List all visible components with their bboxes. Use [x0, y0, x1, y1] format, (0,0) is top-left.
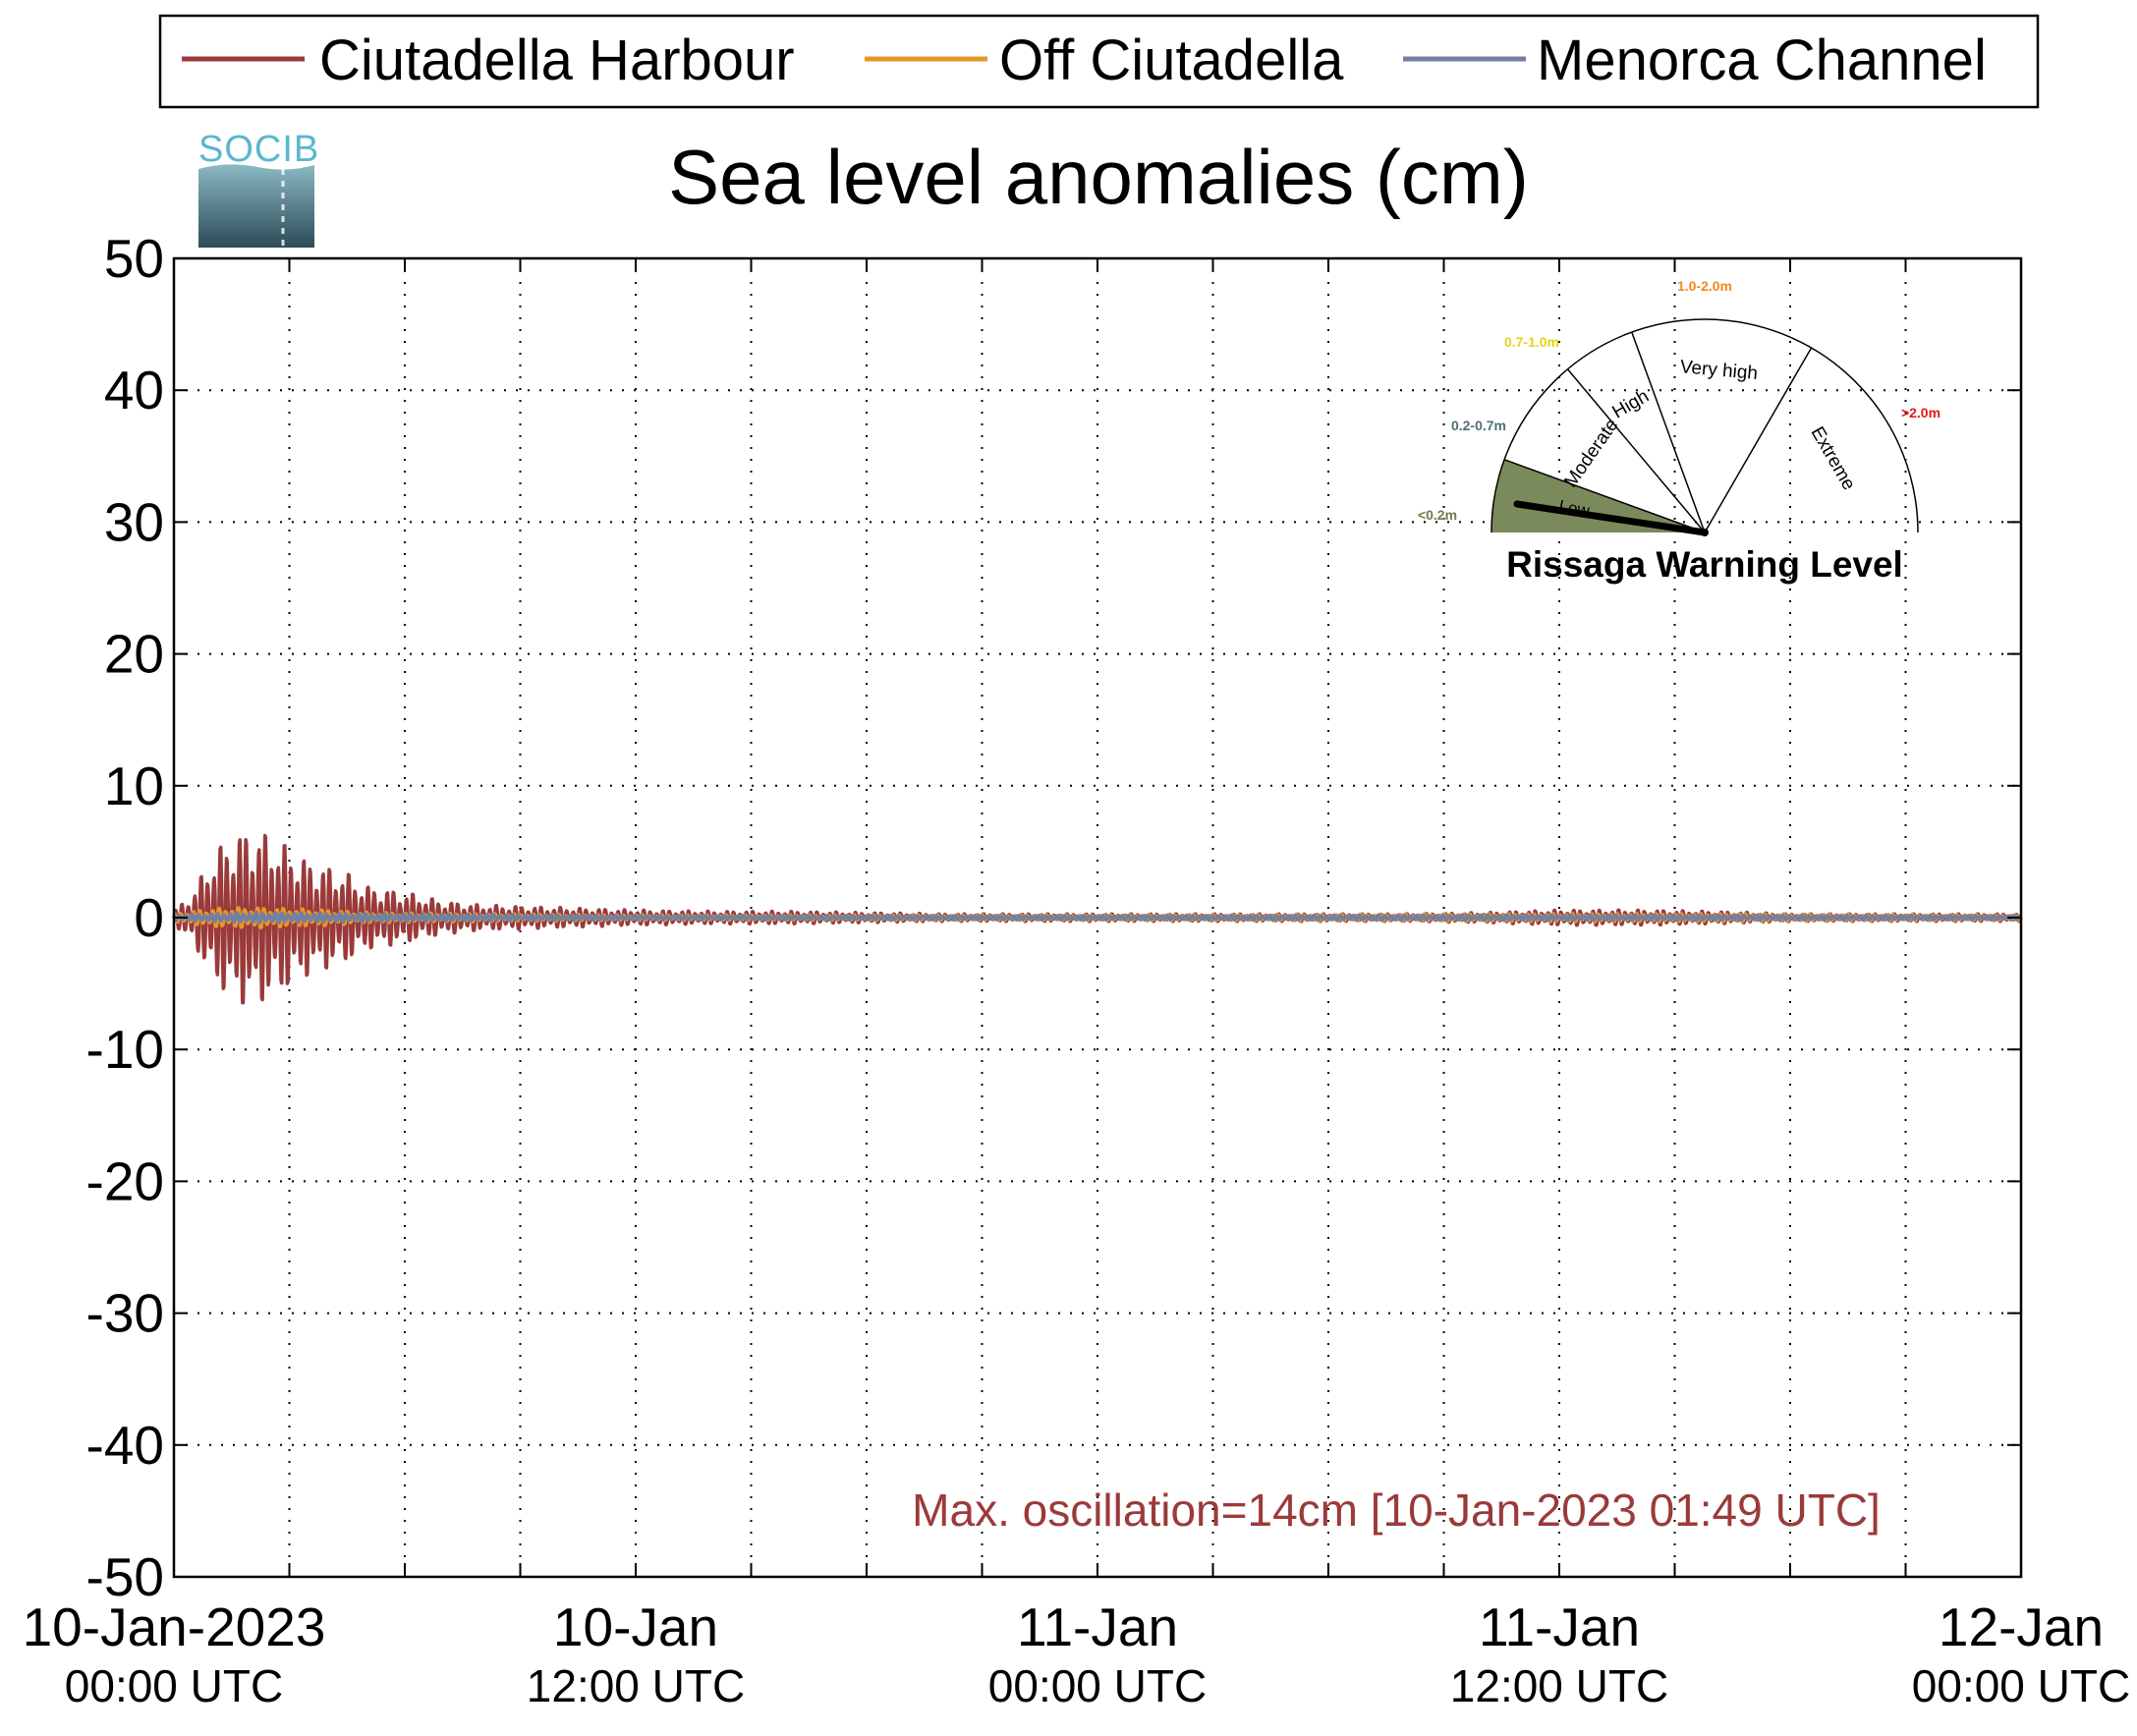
gauge-divider [1566, 368, 1706, 533]
gauge-range-label: 1.0-2.0m [1677, 278, 1732, 294]
y-tick-label: -40 [86, 1415, 165, 1476]
max-oscillation-annotation: Max. oscillation=14cm [10-Jan-2023 01:49… [912, 1484, 1881, 1536]
x-tick-label-date: 11-Jan [1479, 1596, 1640, 1657]
y-tick-label: -20 [86, 1150, 165, 1211]
x-tick-label-time: 12:00 UTC [527, 1660, 745, 1711]
gauge-sector-label: Extreme [1807, 423, 1860, 494]
x-tick-label-date: 10-Jan-2023 [23, 1596, 326, 1657]
y-tick-label: 0 [134, 887, 164, 948]
y-tick-label: -30 [86, 1283, 165, 1344]
series-line-menorca-channel [172, 910, 2023, 924]
x-tick-label-date: 10-Jan [553, 1596, 718, 1657]
series-lines [172, 833, 2023, 1005]
legend-frame [158, 14, 2040, 109]
gauge-needle [1513, 500, 1709, 536]
gauge-divider [1503, 459, 1706, 533]
y-tick-label: 20 [104, 624, 164, 685]
gauge-title: Rissaga Warning Level [1506, 544, 1903, 585]
gauge-range-label: 0.2-0.7m [1451, 418, 1506, 433]
gauge-sector-label: Very high [1679, 357, 1759, 384]
x-tick-label-time: 12:00 UTC [1450, 1660, 1668, 1711]
gauge-sector-label: Moderate [1560, 416, 1622, 492]
x-tick-label-time: 00:00 UTC [65, 1660, 283, 1711]
x-tick-label-date: 12-Jan [1939, 1596, 2104, 1657]
gauge-divider [1631, 331, 1706, 533]
legend-label-ciutadella-harbour: Ciutadella Harbour [319, 28, 795, 92]
legend-label-menorca-channel: Menorca Channel [1537, 28, 1987, 92]
gauge-range-label: <0.2m [1418, 507, 1457, 523]
x-tick-label-date: 11-Jan [1017, 1596, 1178, 1657]
gauge-sector-label: High [1609, 386, 1653, 423]
chart-title: Sea level anomalies (cm) [668, 134, 1529, 220]
gauge-range-label: 0.7-1.0m [1504, 334, 1559, 350]
y-tick-label: 50 [104, 228, 164, 289]
gauge-divider [1704, 347, 1813, 533]
y-tick-label: 10 [104, 756, 164, 816]
gauge-active-sector [1491, 459, 1705, 532]
gauge-pivot [1701, 529, 1709, 536]
legend: Ciutadella Harbour Off Ciutadella Menorc… [158, 14, 2040, 109]
logo-text: SOCIB [198, 129, 319, 170]
x-tick-label-time: 00:00 UTC [1912, 1660, 2130, 1711]
legend-label-off-ciutadella: Off Ciutadella [999, 28, 1344, 92]
gauge-range-label: >2.0m [1901, 405, 1940, 420]
y-tick-label: 30 [104, 491, 164, 552]
y-tick-label: -10 [86, 1019, 165, 1080]
y-axis: 50 40 30 20 10 0 -10 -20 -30 -40 -50 [86, 228, 2021, 1607]
x-tick-label-time: 00:00 UTC [988, 1660, 1207, 1711]
socib-logo: SOCIB [198, 129, 319, 248]
gauge-arc [1490, 318, 1919, 533]
y-tick-label: -50 [86, 1546, 165, 1607]
y-tick-label: 40 [104, 360, 164, 420]
